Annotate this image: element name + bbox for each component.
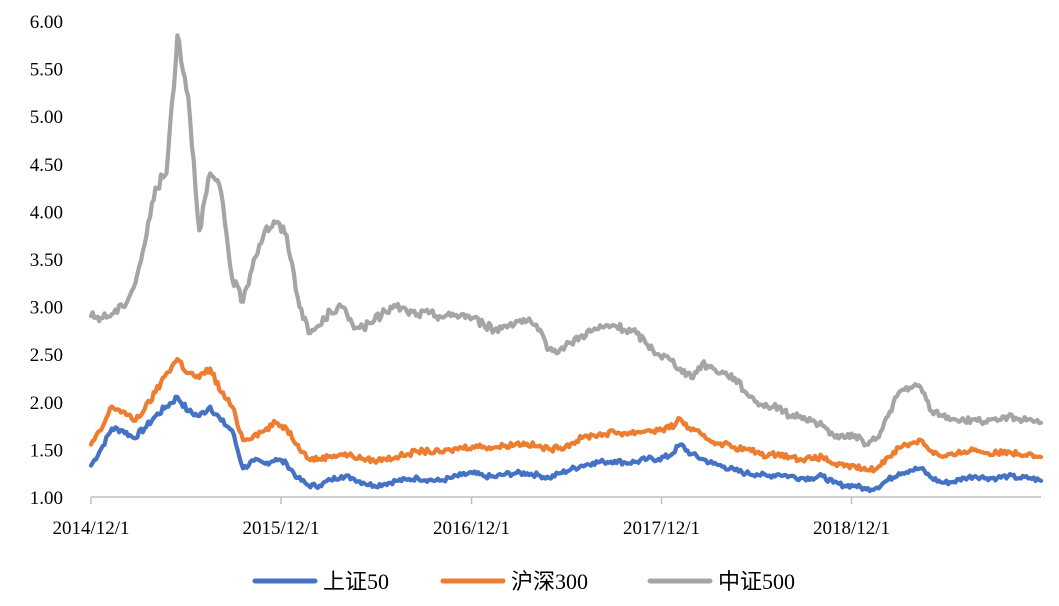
series-line xyxy=(88,394,1044,494)
y-tick-label: 3.50 xyxy=(30,250,63,271)
x-tick-label: 2014/12/1 xyxy=(52,518,129,539)
y-tick-label: 4.00 xyxy=(30,202,63,223)
legend-label: 中证500 xyxy=(718,569,795,594)
legend-label: 上证50 xyxy=(323,569,389,594)
y-tick-label: 1.50 xyxy=(30,440,63,461)
series-lines xyxy=(88,33,1044,494)
y-axis-tick-labels: 1.00 1.50 2.00 2.50 3.00 3.50 4.00 4.50 5.00 5.50… xyxy=(30,12,63,509)
legend-label: 沪深300 xyxy=(511,569,588,594)
x-axis-ticks: 2014/12/1 2015/12/1 2016/12/1 2017/12/1 2018… xyxy=(52,497,890,539)
series-line xyxy=(88,356,1044,474)
x-tick-label: 2018/12/1 xyxy=(813,518,890,539)
x-tick-label: 2016/12/1 xyxy=(433,518,510,539)
y-tick-label: 1.00 xyxy=(30,488,63,509)
y-tick-label: 2.50 xyxy=(30,345,63,366)
y-tick-label: 5.00 xyxy=(30,107,63,128)
series-line xyxy=(88,33,1044,448)
y-tick-label: 3.00 xyxy=(30,298,63,319)
y-tick-label: 5.50 xyxy=(30,60,63,81)
y-tick-label: 4.50 xyxy=(30,155,63,176)
y-tick-label: 6.00 xyxy=(30,12,63,33)
legend: 上证50 沪深300 中证500 xyxy=(252,569,795,594)
x-tick-label: 2017/12/1 xyxy=(623,518,700,539)
x-tick-label: 2015/12/1 xyxy=(242,518,319,539)
y-tick-label: 2.00 xyxy=(30,393,63,414)
